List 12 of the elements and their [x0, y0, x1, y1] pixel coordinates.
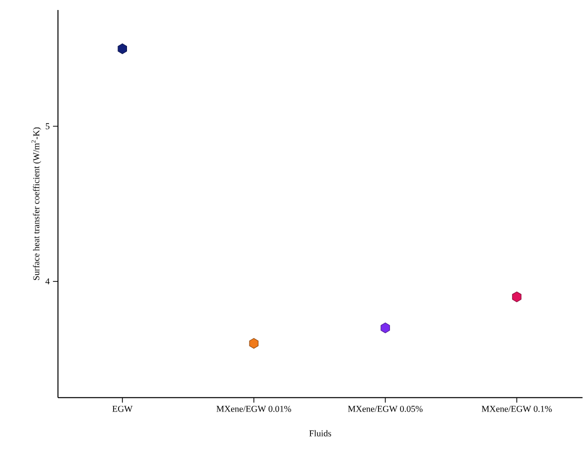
x-tick-label: MXene/EGW 0.01%: [216, 406, 292, 412]
point: [118, 44, 127, 54]
x-tick-label: MXene/EGW 0.05%: [348, 406, 423, 412]
point: [249, 338, 258, 349]
x-tick-label: EGW: [112, 406, 133, 412]
point: [380, 322, 390, 334]
y-axis-title: Surface heat transfer coefficient (W/m$^{2}$-K): [31, 128, 42, 280]
y-tick-label: 4: [45, 278, 50, 284]
x-axis-title: Fluids: [309, 430, 332, 437]
point: [512, 292, 522, 302]
y-tick-label: 5: [46, 124, 50, 130]
x-tick-label: MXene/EGW 0.1%: [482, 406, 552, 412]
